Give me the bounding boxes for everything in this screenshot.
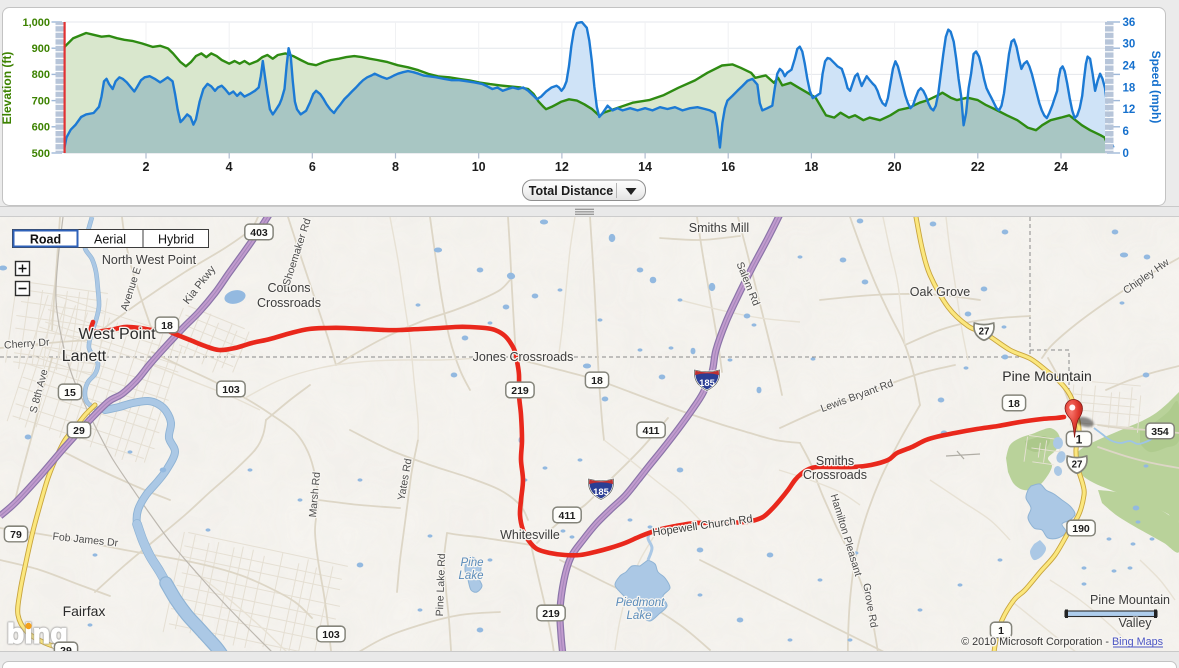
svg-text:Pine: Pine xyxy=(460,557,483,569)
svg-text:1: 1 xyxy=(998,625,1004,637)
svg-text:700: 700 xyxy=(32,95,50,107)
svg-text:1,000: 1,000 xyxy=(22,17,50,29)
svg-text:30: 30 xyxy=(1123,39,1136,51)
svg-text:0: 0 xyxy=(1123,148,1129,160)
svg-text:Oak Grove: Oak Grove xyxy=(910,285,970,299)
svg-text:Aerial: Aerial xyxy=(94,233,126,247)
svg-text:27: 27 xyxy=(979,327,990,338)
svg-text:Cottons: Cottons xyxy=(267,281,310,295)
svg-text:15: 15 xyxy=(64,387,76,399)
svg-text:Crossroads: Crossroads xyxy=(257,296,321,310)
svg-text:Marsh Rd: Marsh Rd xyxy=(307,471,323,518)
svg-text:16: 16 xyxy=(721,160,735,174)
svg-text:12: 12 xyxy=(1123,104,1136,116)
svg-text:Elevation (ft): Elevation (ft) xyxy=(0,52,14,125)
svg-text:Lanett: Lanett xyxy=(62,348,107,365)
svg-text:185: 185 xyxy=(699,378,716,389)
svg-text:Valley: Valley xyxy=(1118,616,1152,630)
svg-text:12: 12 xyxy=(555,160,569,174)
svg-text:Smiths: Smiths xyxy=(816,454,854,468)
svg-text:800: 800 xyxy=(32,69,50,81)
svg-text:Pine Lake Rd: Pine Lake Rd xyxy=(434,553,448,617)
svg-text:10: 10 xyxy=(472,160,486,174)
svg-text:4: 4 xyxy=(226,160,233,174)
svg-text:29: 29 xyxy=(73,425,85,437)
svg-text:2: 2 xyxy=(143,160,150,174)
svg-text:411: 411 xyxy=(643,425,660,437)
svg-text:18: 18 xyxy=(1123,82,1136,94)
svg-text:190: 190 xyxy=(1072,523,1090,535)
svg-text:Cherry Dr: Cherry Dr xyxy=(4,336,51,351)
svg-text:500: 500 xyxy=(32,148,50,160)
svg-text:8: 8 xyxy=(392,160,399,174)
svg-text:West Point: West Point xyxy=(78,326,156,343)
svg-text:18: 18 xyxy=(804,160,818,174)
svg-text:© 2010 Microsoft Corporation -: © 2010 Microsoft Corporation - Bing Maps xyxy=(961,636,1163,648)
svg-text:403: 403 xyxy=(250,227,268,239)
svg-text:Lake: Lake xyxy=(627,610,652,622)
svg-text:411: 411 xyxy=(559,510,576,522)
svg-text:Crossroads: Crossroads xyxy=(803,468,867,482)
svg-text:Fairfax: Fairfax xyxy=(63,603,106,619)
svg-text:6: 6 xyxy=(309,160,316,174)
svg-text:185: 185 xyxy=(593,487,610,498)
svg-text:Lake: Lake xyxy=(459,570,484,582)
svg-text:103: 103 xyxy=(322,629,340,641)
svg-text:Speed (mph): Speed (mph) xyxy=(1149,51,1163,124)
svg-text:24: 24 xyxy=(1054,160,1068,174)
svg-text:219: 219 xyxy=(542,608,560,620)
svg-text:Pine Mountain: Pine Mountain xyxy=(1090,593,1170,607)
svg-text:600: 600 xyxy=(32,122,50,134)
svg-text:18: 18 xyxy=(1008,398,1020,410)
svg-text:Road: Road xyxy=(30,233,61,247)
svg-text:24: 24 xyxy=(1123,60,1136,72)
svg-text:79: 79 xyxy=(10,529,22,541)
svg-text:219: 219 xyxy=(511,385,529,397)
svg-text:900: 900 xyxy=(32,43,50,55)
svg-text:Total Distance: Total Distance xyxy=(529,184,614,198)
svg-text:14: 14 xyxy=(638,160,652,174)
svg-text:1: 1 xyxy=(1076,432,1083,446)
svg-text:354: 354 xyxy=(1151,426,1169,438)
svg-text:Hybrid: Hybrid xyxy=(158,233,194,247)
svg-text:103: 103 xyxy=(222,384,240,396)
svg-text:36: 36 xyxy=(1123,17,1136,29)
svg-text:20: 20 xyxy=(888,160,902,174)
svg-text:6: 6 xyxy=(1123,126,1129,138)
svg-text:North West Point: North West Point xyxy=(102,253,197,267)
svg-text:Pine Mountain: Pine Mountain xyxy=(1002,368,1092,384)
svg-text:27: 27 xyxy=(1072,460,1083,471)
svg-text:Jones Crossroads: Jones Crossroads xyxy=(473,350,574,364)
svg-text:18: 18 xyxy=(161,320,173,332)
svg-text:29: 29 xyxy=(60,645,72,657)
svg-text:Piedmont: Piedmont xyxy=(616,597,665,609)
svg-text:18: 18 xyxy=(591,375,603,387)
svg-text:Smiths Mill: Smiths Mill xyxy=(689,221,749,235)
svg-text:22: 22 xyxy=(971,160,985,174)
svg-text:Whitesville: Whitesville xyxy=(500,528,560,542)
